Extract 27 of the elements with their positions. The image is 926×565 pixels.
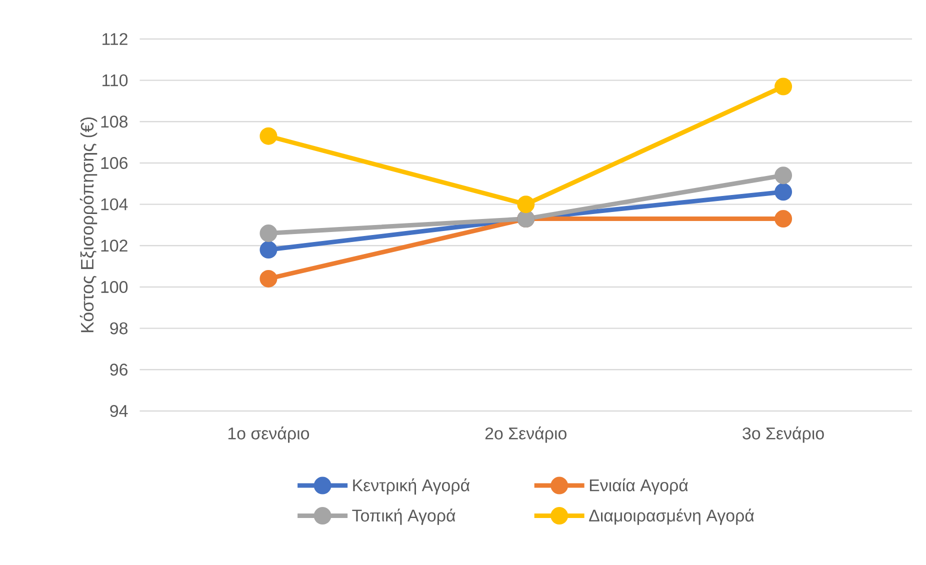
- legend-label: Διαμοιρασμένη Αγορά: [589, 508, 754, 525]
- y-tick-label: 104: [101, 198, 128, 210]
- point: [260, 270, 278, 288]
- y-tick-label: 96: [110, 364, 128, 376]
- point: [517, 196, 535, 214]
- point: [774, 183, 792, 201]
- point: [774, 78, 792, 96]
- y-tick-label: 106: [101, 156, 128, 169]
- y-axis-title: Κόστος Εξισορρόπησης (€): [80, 117, 98, 332]
- point: [260, 241, 278, 259]
- point: [774, 166, 792, 184]
- y-tick-label: 108: [101, 116, 128, 128]
- legend-label: Κεντρική Αγορά: [353, 478, 470, 495]
- point: [774, 210, 792, 228]
- x-tick-label: 2ο Σενάριο: [485, 426, 566, 443]
- y-tick-label: 100: [101, 280, 128, 293]
- y-tick-label: 102: [101, 240, 128, 252]
- y-tick-label: 110: [102, 74, 128, 86]
- legend-label: Τοπική Αγορά: [352, 508, 456, 525]
- y-tick-label: 94: [110, 404, 128, 417]
- y-tick-label: 112: [102, 33, 128, 45]
- point: [260, 224, 278, 242]
- x-tick-label: 3ο Σενάριο: [742, 426, 824, 443]
- x-tick-label: 1ο σενάριο: [228, 426, 310, 443]
- y-tick-label: 98: [110, 322, 128, 334]
- legend-label: Ενιαία Αγορά: [590, 478, 688, 495]
- point: [260, 127, 278, 145]
